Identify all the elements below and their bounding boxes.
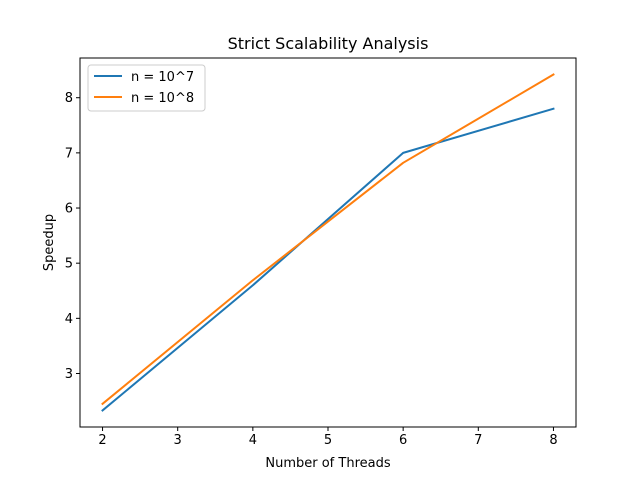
x-tick-label: 3 [174, 433, 182, 448]
y-axis-label: Speedup [42, 214, 57, 271]
x-tick-label: 6 [399, 433, 407, 448]
plot-frame [79, 57, 577, 428]
chart-title: Strict Scalability Analysis [228, 34, 429, 53]
series-line-0 [101, 107, 555, 412]
legend-label-n7: n = 10^7 [131, 70, 194, 85]
series-layer [101, 73, 555, 412]
x-tick-label: 7 [474, 433, 482, 448]
x-tick-label: 4 [249, 433, 257, 448]
y-tick-label: 7 [65, 146, 73, 161]
y-tick-label: 5 [65, 257, 73, 272]
legend: n = 10^7 n = 10^8 [87, 64, 206, 112]
x-tick-label: 8 [549, 433, 557, 448]
x-tick-label: 2 [98, 433, 106, 448]
y-tick-label: 4 [65, 312, 73, 327]
series-line-1 [101, 73, 555, 406]
x-tick-label: 5 [324, 433, 332, 448]
x-axis-label: Number of Threads [265, 456, 390, 471]
y-tick-label: 3 [65, 367, 73, 382]
x-axis-ticks: 2 3 4 5 6 7 8 [98, 427, 558, 448]
y-tick-label: 6 [65, 202, 73, 217]
y-axis-ticks: 3 4 5 6 7 8 [65, 91, 80, 382]
legend-label-n8: n = 10^8 [131, 91, 194, 106]
y-tick-label: 8 [65, 91, 73, 106]
